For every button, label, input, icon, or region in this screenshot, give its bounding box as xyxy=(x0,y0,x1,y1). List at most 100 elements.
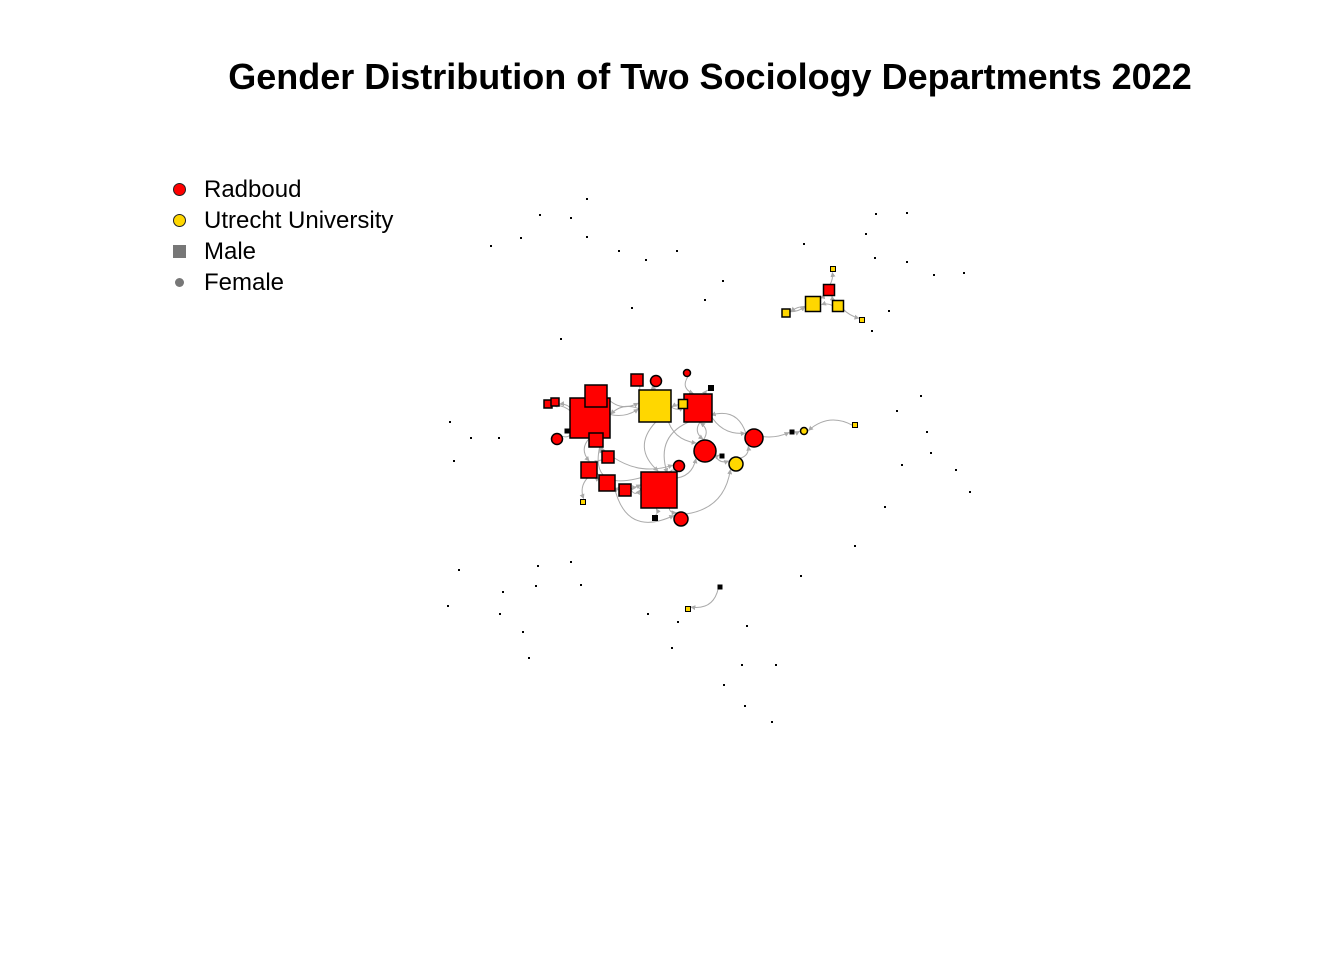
isolate-node xyxy=(671,647,673,649)
network-edge xyxy=(739,445,752,459)
network-edge xyxy=(842,308,860,320)
isolate-node xyxy=(647,613,649,615)
network-edge xyxy=(663,420,693,474)
isolate-node xyxy=(498,437,500,439)
node-female xyxy=(672,459,686,473)
isolate-node xyxy=(570,217,572,219)
network-edge xyxy=(710,411,747,434)
isolate-node xyxy=(539,214,541,216)
isolate-node xyxy=(470,437,472,439)
node-female xyxy=(673,511,689,527)
node-male xyxy=(830,266,836,272)
network-edge xyxy=(613,457,674,470)
isolate-node xyxy=(490,245,492,247)
isolate-node xyxy=(771,721,773,723)
node-male xyxy=(598,474,616,492)
isolate-node xyxy=(920,395,922,397)
node-female xyxy=(682,368,692,378)
node-male xyxy=(580,461,598,479)
network-edge xyxy=(684,376,694,395)
network-edge xyxy=(655,508,661,516)
legend-label-male: Male xyxy=(204,238,257,265)
isolate-node xyxy=(933,274,935,276)
network-edge xyxy=(700,422,707,441)
isolate-node xyxy=(645,259,647,261)
network-edge xyxy=(808,419,853,431)
node-female xyxy=(799,426,809,436)
isolate-node xyxy=(499,613,501,615)
isolate-node xyxy=(676,250,678,252)
isolate-node xyxy=(803,243,805,245)
node-male xyxy=(708,385,714,391)
isolate-node xyxy=(871,330,873,332)
node-female xyxy=(744,428,764,448)
isolate-node xyxy=(570,561,572,563)
network-edge xyxy=(609,408,639,416)
node-male xyxy=(618,483,632,497)
node-male xyxy=(852,422,858,428)
node-male xyxy=(831,299,845,313)
isolate-node xyxy=(618,250,620,252)
isolate-node xyxy=(888,310,890,312)
isolate-node xyxy=(930,452,932,454)
network-edge xyxy=(613,486,675,523)
isolate-node xyxy=(453,460,455,462)
node-female xyxy=(649,374,663,388)
node-male xyxy=(630,373,644,387)
network-edge xyxy=(829,271,836,285)
isolate-node xyxy=(723,684,725,686)
isolate-node xyxy=(875,213,877,215)
isolate-node xyxy=(704,299,706,301)
isolate-node xyxy=(744,705,746,707)
isolate-node xyxy=(906,212,908,214)
isolate-node xyxy=(447,605,449,607)
legend-symbol-male xyxy=(173,245,186,258)
network-edge xyxy=(709,414,746,437)
isolate-node xyxy=(631,307,633,309)
isolate-node xyxy=(963,272,965,274)
network-edge xyxy=(685,469,733,515)
node-male xyxy=(789,429,795,435)
isolate-node xyxy=(520,237,522,239)
node-male xyxy=(683,393,713,423)
legend-symbol-radboud xyxy=(173,183,186,196)
node-male xyxy=(588,432,604,448)
isolate-node xyxy=(906,261,908,263)
node-layer xyxy=(543,266,865,612)
legend-label-female: Female xyxy=(204,269,285,296)
node-male xyxy=(580,499,586,505)
isolate-node xyxy=(926,431,928,433)
node-male xyxy=(781,308,791,318)
node-female xyxy=(728,456,744,472)
isolate-node xyxy=(502,591,504,593)
node-male xyxy=(564,428,570,434)
node-male xyxy=(584,384,608,408)
legend-label-radboud: Radboud xyxy=(204,176,302,203)
isolate-node xyxy=(560,338,562,340)
node-male xyxy=(719,453,725,459)
isolate-node xyxy=(535,585,537,587)
legend-label-utrecht: Utrecht University xyxy=(204,207,394,234)
isolate-node xyxy=(677,621,679,623)
isolate-node xyxy=(522,631,524,633)
isolate-node xyxy=(854,545,856,547)
network-edge xyxy=(579,477,588,500)
node-male xyxy=(677,398,689,410)
isolate-node xyxy=(865,233,867,235)
isolate-node xyxy=(528,657,530,659)
legend-symbol-female xyxy=(175,278,184,287)
network-edge xyxy=(696,421,704,440)
isolate-node xyxy=(901,464,903,466)
node-male xyxy=(550,397,560,407)
isolate-node xyxy=(969,491,971,493)
node-male xyxy=(685,606,691,612)
node-male xyxy=(640,471,678,509)
node-male xyxy=(717,584,723,590)
node-male xyxy=(859,317,865,323)
node-female xyxy=(693,439,717,463)
node-male xyxy=(822,283,836,297)
node-male xyxy=(804,295,822,313)
node-male xyxy=(652,515,658,521)
isolate-node xyxy=(884,506,886,508)
